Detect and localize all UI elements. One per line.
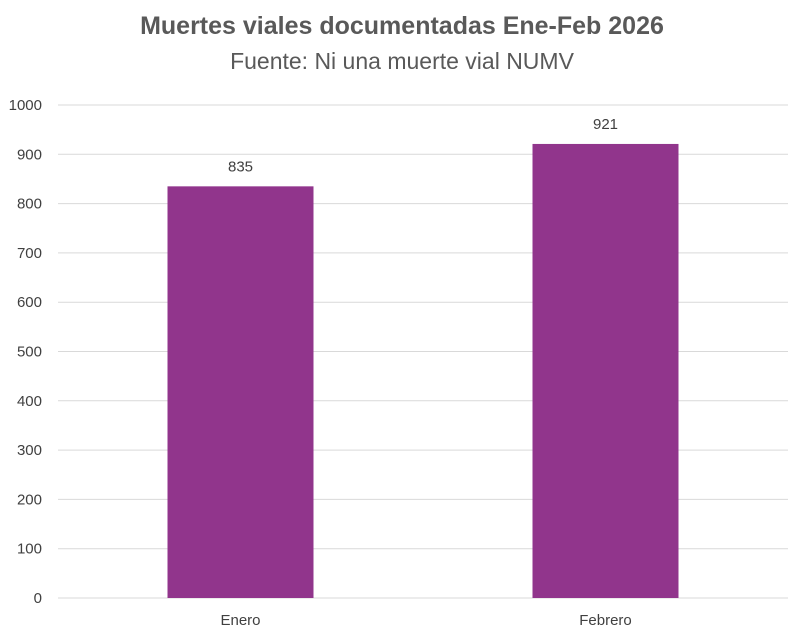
y-tick-label: 0 bbox=[34, 590, 42, 607]
bar-febrero bbox=[532, 143, 679, 598]
y-tick-label: 500 bbox=[17, 344, 42, 361]
x-tick-label: Enero bbox=[220, 612, 260, 629]
chart-subtitle: Fuente: Ni una muerte vial NUMV bbox=[230, 48, 574, 74]
x-tick-label: Febrero bbox=[579, 612, 632, 629]
y-tick-label: 400 bbox=[17, 393, 42, 410]
bar-enero bbox=[167, 186, 314, 598]
y-tick-label: 200 bbox=[17, 491, 42, 508]
y-tick-label: 100 bbox=[17, 541, 42, 558]
x-axis-tick-labels: Enero Febrero bbox=[220, 612, 631, 629]
chart-title: Muertes viales documentadas Ene-Feb 2026 bbox=[140, 12, 664, 40]
data-label-enero: 835 bbox=[228, 158, 253, 175]
y-tick-label: 900 bbox=[17, 146, 42, 163]
y-tick-label: 1000 bbox=[9, 97, 42, 114]
y-tick-label: 600 bbox=[17, 294, 42, 311]
y-tick-label: 700 bbox=[17, 245, 42, 262]
bars bbox=[167, 143, 679, 598]
y-tick-label: 800 bbox=[17, 196, 42, 213]
data-label-febrero: 921 bbox=[593, 116, 618, 133]
data-labels: 835 921 bbox=[228, 116, 618, 175]
y-tick-label: 300 bbox=[17, 442, 42, 459]
y-axis-tick-labels: 0 100 200 300 400 500 600 700 800 900 1000 bbox=[9, 97, 42, 607]
